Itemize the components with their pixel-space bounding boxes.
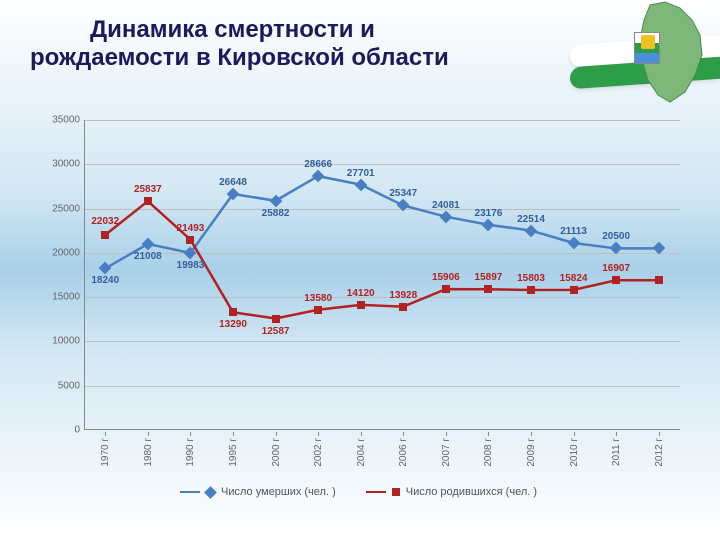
y-tick-label: 35000: [52, 115, 80, 126]
title-line-2: рождаемости в Кировской области: [30, 44, 449, 72]
births-marker: [612, 276, 620, 284]
header-decoration: [570, 0, 720, 120]
y-tick-label: 20000: [52, 247, 80, 258]
x-tick-label: 2002 г: [313, 438, 324, 467]
births-data-label: 13928: [389, 290, 417, 301]
births-marker: [357, 301, 365, 309]
births-marker: [314, 306, 322, 314]
x-tick: [318, 432, 319, 436]
deaths-data-label: 22514: [517, 214, 545, 225]
x-tick: [574, 432, 575, 436]
births-data-label: 13290: [219, 319, 247, 330]
y-tick-label: 0: [74, 425, 80, 436]
x-tick: [233, 432, 234, 436]
deaths-data-label: 18240: [91, 275, 119, 286]
births-marker: [186, 236, 194, 244]
x-tick: [616, 432, 617, 436]
births-marker: [101, 231, 109, 239]
gridline: [85, 297, 680, 298]
y-tick-label: 30000: [52, 159, 80, 170]
births-data-label: 12587: [262, 326, 290, 337]
deaths-data-label: 24081: [432, 200, 460, 211]
x-tick-label: 1990 г: [185, 438, 196, 467]
births-marker: [144, 197, 152, 205]
x-tick-label: 2012 г: [654, 438, 665, 467]
deaths-data-label: 20500: [602, 231, 630, 242]
births-marker: [229, 308, 237, 316]
plot-area: [84, 120, 680, 430]
y-tick-label: 15000: [52, 292, 80, 303]
x-tick-label: 2007 г: [441, 438, 452, 467]
legend: Число умерших (чел. ) Число родившихся (…: [180, 486, 537, 498]
x-tick: [659, 432, 660, 436]
x-tick: [361, 432, 362, 436]
births-marker: [484, 285, 492, 293]
gridline: [85, 386, 680, 387]
legend-item-deaths: Число умерших (чел. ): [180, 486, 336, 498]
x-tick-label: 2004 г: [356, 438, 367, 467]
births-data-label: 13580: [304, 293, 332, 304]
x-tick-label: 2006 г: [398, 438, 409, 467]
births-marker: [570, 286, 578, 294]
x-tick-label: 2009 г: [526, 438, 537, 467]
deaths-data-label: 25882: [262, 208, 290, 219]
x-tick-label: 1970 г: [100, 438, 111, 467]
deaths-data-label: 28666: [304, 159, 332, 170]
x-tick: [190, 432, 191, 436]
gridline: [85, 341, 680, 342]
births-data-label: 14120: [347, 288, 375, 299]
deaths-data-label: 21113: [560, 226, 587, 237]
births-marker: [655, 276, 663, 284]
births-data-label: 21493: [177, 223, 205, 234]
births-data-label: 22032: [91, 216, 119, 227]
x-tick-label: 2010 г: [569, 438, 580, 467]
x-tick-label: 2011 г: [611, 438, 622, 466]
y-tick-label: 5000: [58, 380, 80, 391]
x-tick-label: 1995 г: [228, 438, 239, 467]
legend-label-deaths: Число умерших (чел. ): [221, 486, 336, 498]
deaths-data-label: 25347: [389, 188, 417, 199]
legend-label-births: Число родившихся (чел. ): [406, 486, 537, 498]
births-data-label: 25837: [134, 184, 162, 195]
title-line-1: Динамика смертности и: [90, 16, 375, 44]
x-tick: [105, 432, 106, 436]
births-marker: [272, 315, 280, 323]
x-tick: [276, 432, 277, 436]
x-tick: [403, 432, 404, 436]
y-tick-label: 10000: [52, 336, 80, 347]
x-tick: [148, 432, 149, 436]
x-tick-label: 2000 г: [271, 438, 282, 467]
x-tick-label: 2008 г: [483, 438, 494, 467]
gridline: [85, 209, 680, 210]
births-data-label: 15824: [560, 273, 588, 284]
x-tick: [488, 432, 489, 436]
legend-item-births: Число родившихся (чел. ): [366, 486, 537, 498]
y-tick-label: 25000: [52, 203, 80, 214]
gridline: [85, 164, 680, 165]
births-data-label: 15906: [432, 272, 460, 283]
deaths-data-label: 23176: [475, 208, 503, 219]
x-tick: [531, 432, 532, 436]
deaths-data-label: 27701: [347, 168, 375, 179]
deaths-data-label: 21008: [134, 251, 162, 262]
deaths-data-label: 19983: [177, 260, 205, 271]
gridline: [85, 253, 680, 254]
x-tick: [446, 432, 447, 436]
chart: 05000100001500020000250003000035000 1824…: [40, 120, 680, 510]
x-tick-label: 1980 г: [143, 438, 154, 467]
flag-emblem: [641, 35, 655, 49]
deaths-data-label: 26648: [219, 177, 247, 188]
births-data-label: 16907: [602, 263, 630, 274]
births-marker: [399, 303, 407, 311]
births-marker: [442, 285, 450, 293]
region-flag: [634, 32, 660, 64]
births-data-label: 15803: [517, 273, 545, 284]
births-marker: [527, 286, 535, 294]
births-data-label: 15897: [475, 272, 503, 283]
gridline: [85, 120, 680, 121]
